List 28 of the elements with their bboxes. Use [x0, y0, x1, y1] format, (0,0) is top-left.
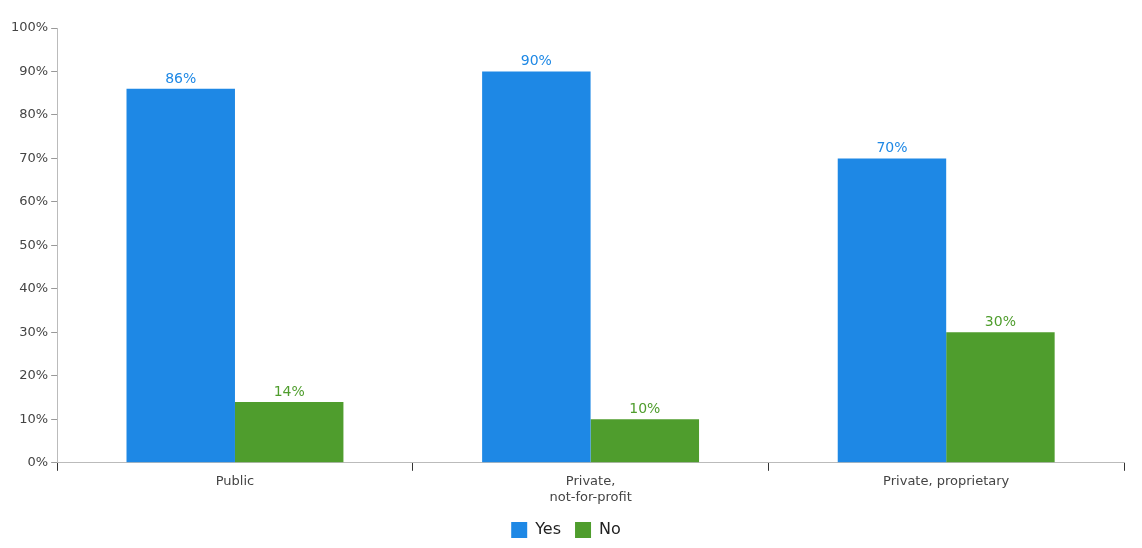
bar: [126, 88, 235, 463]
y-tick-label: 10%: [19, 410, 49, 426]
y-tick-label: 0%: [27, 454, 49, 470]
legend-label: Yes: [534, 519, 562, 539]
bar: [482, 71, 591, 463]
y-tick-label: 40%: [19, 280, 49, 296]
y-tick-label: 50%: [19, 236, 49, 252]
legend-label: No: [599, 519, 621, 539]
data-label: 90%: [520, 52, 552, 69]
y-tick-label: 60%: [19, 193, 49, 209]
y-tick-label: 70%: [19, 149, 49, 165]
x-tick-label: Private, not-for-profit: [549, 472, 632, 504]
data-label: 10%: [629, 399, 661, 416]
y-tick-label: 30%: [19, 323, 49, 339]
bar: [234, 401, 344, 463]
x-tick-label: Private, proprietary: [883, 472, 1010, 488]
y-tick-label: 90%: [19, 62, 49, 78]
y-tick-label: 80%: [19, 106, 49, 122]
data-label: 14%: [273, 382, 305, 399]
data-label: 86%: [165, 69, 197, 86]
y-tick-label: 100%: [10, 19, 49, 35]
bar: [946, 332, 1055, 463]
bar: [590, 419, 700, 463]
x-tick-label: Public: [215, 472, 255, 488]
bar: [837, 158, 947, 463]
data-label: 30%: [984, 313, 1016, 329]
y-tick-label: 20%: [19, 367, 49, 383]
data-label: 70%: [876, 139, 908, 156]
